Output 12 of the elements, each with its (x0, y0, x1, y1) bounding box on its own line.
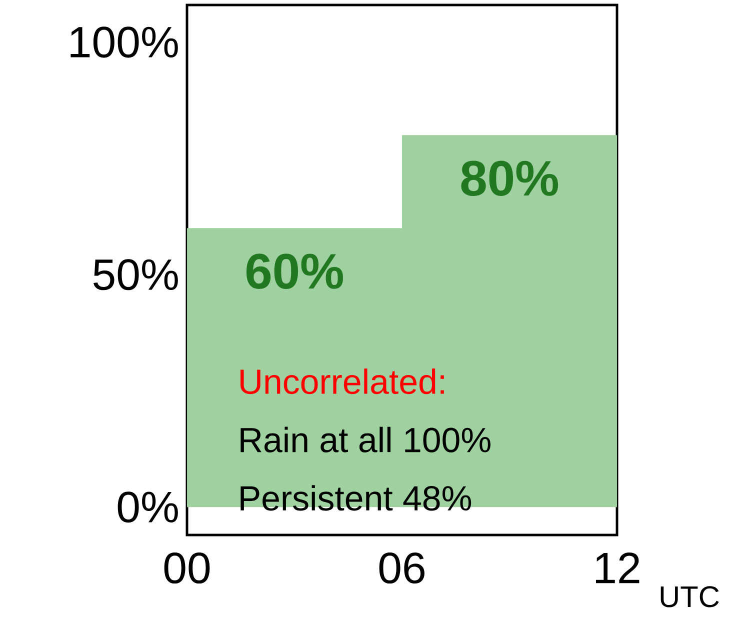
y-tick-label: 0% (118, 492, 178, 523)
y-tick-label: 50% (93, 259, 178, 290)
x-tick-label: 12 (596, 552, 640, 584)
x-tick-label: 00 (164, 552, 210, 584)
x-tick-label: 06 (379, 552, 424, 584)
y-tick-label: 100% (70, 26, 178, 58)
annotation: Rain at all 100% (240, 426, 490, 452)
data-label: 80% (461, 160, 558, 196)
annotation: Uncorrelated: (240, 368, 444, 394)
data-label: 60% (246, 254, 344, 289)
annotation: Persistent 48% (240, 485, 472, 511)
x-axis-title: UTC (660, 586, 719, 608)
